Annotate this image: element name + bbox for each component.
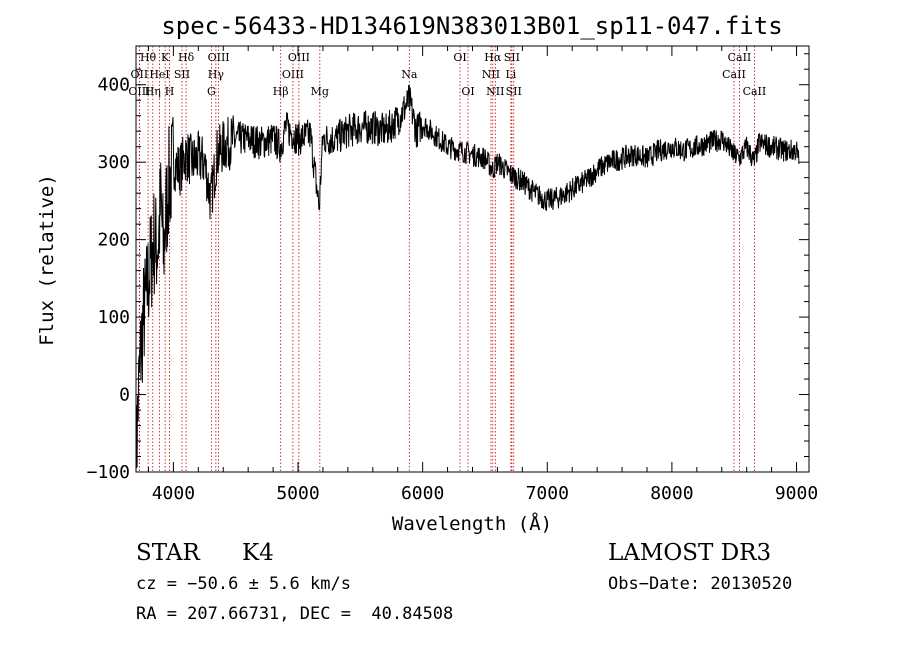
survey-name: LAMOST DR3 <box>608 540 772 566</box>
line-label-7: Hδ <box>178 51 195 64</box>
line-label-15: Mg <box>311 85 329 98</box>
plot-frame <box>135 45 810 473</box>
line-label-9: OIII <box>208 51 230 64</box>
x-tick-label-1: 5000 <box>276 483 319 504</box>
line-label-11: G <box>207 85 216 98</box>
x-tick-label-4: 8000 <box>650 483 693 504</box>
line-label-5: Hη <box>145 85 161 98</box>
line-label-3: K <box>161 51 170 64</box>
chart-title: spec-56433-HD134619N383013B01_sp11-047.f… <box>161 12 782 40</box>
line-label-14: Hβ <box>273 85 289 98</box>
line-label-1: OII <box>131 68 149 81</box>
x-tick-label-0: 4000 <box>152 483 195 504</box>
line-label-2: OIII <box>128 85 150 98</box>
line-label-8: SII <box>174 68 190 81</box>
line-label-19: Hα <box>484 51 502 64</box>
emission-line-markers <box>138 46 755 472</box>
line-label-22: Li <box>505 68 516 81</box>
line-label-24: SII <box>506 85 522 98</box>
line-label-26: CaII <box>722 68 746 81</box>
y-tick-label-0: −100 <box>87 462 130 483</box>
object-class: STAR <box>136 540 200 566</box>
line-label-4: HeI <box>149 68 169 81</box>
line-label-6: H <box>165 85 175 98</box>
line-label-10: Hγ <box>208 68 225 81</box>
marker-labels: Hθ OII OIII K HeI Hη H Hδ SII OIII Hγ G OIII OIII Hβ Mg… <box>128 51 766 98</box>
line-label-17: OI <box>453 51 466 64</box>
y-axis-label: Flux (relative) <box>36 174 58 346</box>
line-label-13: OIII <box>282 68 304 81</box>
line-label-12: OIII <box>288 51 310 64</box>
spectrum-line <box>135 84 800 473</box>
y-axis: −100 0 100 200 300 400 <box>87 53 809 483</box>
x-tick-label-5: 9000 <box>775 483 818 504</box>
obs-date: Obs−Date: 20130520 <box>608 574 793 594</box>
line-label-23: NII <box>486 85 504 98</box>
line-label-16: Na <box>401 68 418 81</box>
y-tick-label-3: 200 <box>97 230 130 251</box>
x-axis: 4000 5000 6000 7000 8000 9000 <box>147 46 818 504</box>
y-tick-label-5: 400 <box>97 75 130 96</box>
line-label-20: SII <box>504 51 520 64</box>
line-label-18: OI <box>461 85 474 98</box>
redshift-text: cz = −50.6 ± 5.6 km/s <box>136 574 351 594</box>
coordinates: RA = 207.66731, DEC = 40.84508 <box>136 604 454 624</box>
line-label-0: Hθ <box>140 51 157 64</box>
x-axis-label: Wavelength (Å) <box>392 512 552 535</box>
x-tick-label-3: 7000 <box>526 483 569 504</box>
x-tick-label-2: 6000 <box>401 483 444 504</box>
line-label-27: CaII <box>743 85 767 98</box>
y-tick-label-4: 300 <box>97 152 130 173</box>
line-label-25: CaII <box>728 51 752 64</box>
y-tick-label-2: 100 <box>97 307 130 328</box>
subclass: K4 <box>242 540 274 566</box>
line-label-21: NII <box>482 68 500 81</box>
y-tick-label-1: 0 <box>119 385 130 406</box>
